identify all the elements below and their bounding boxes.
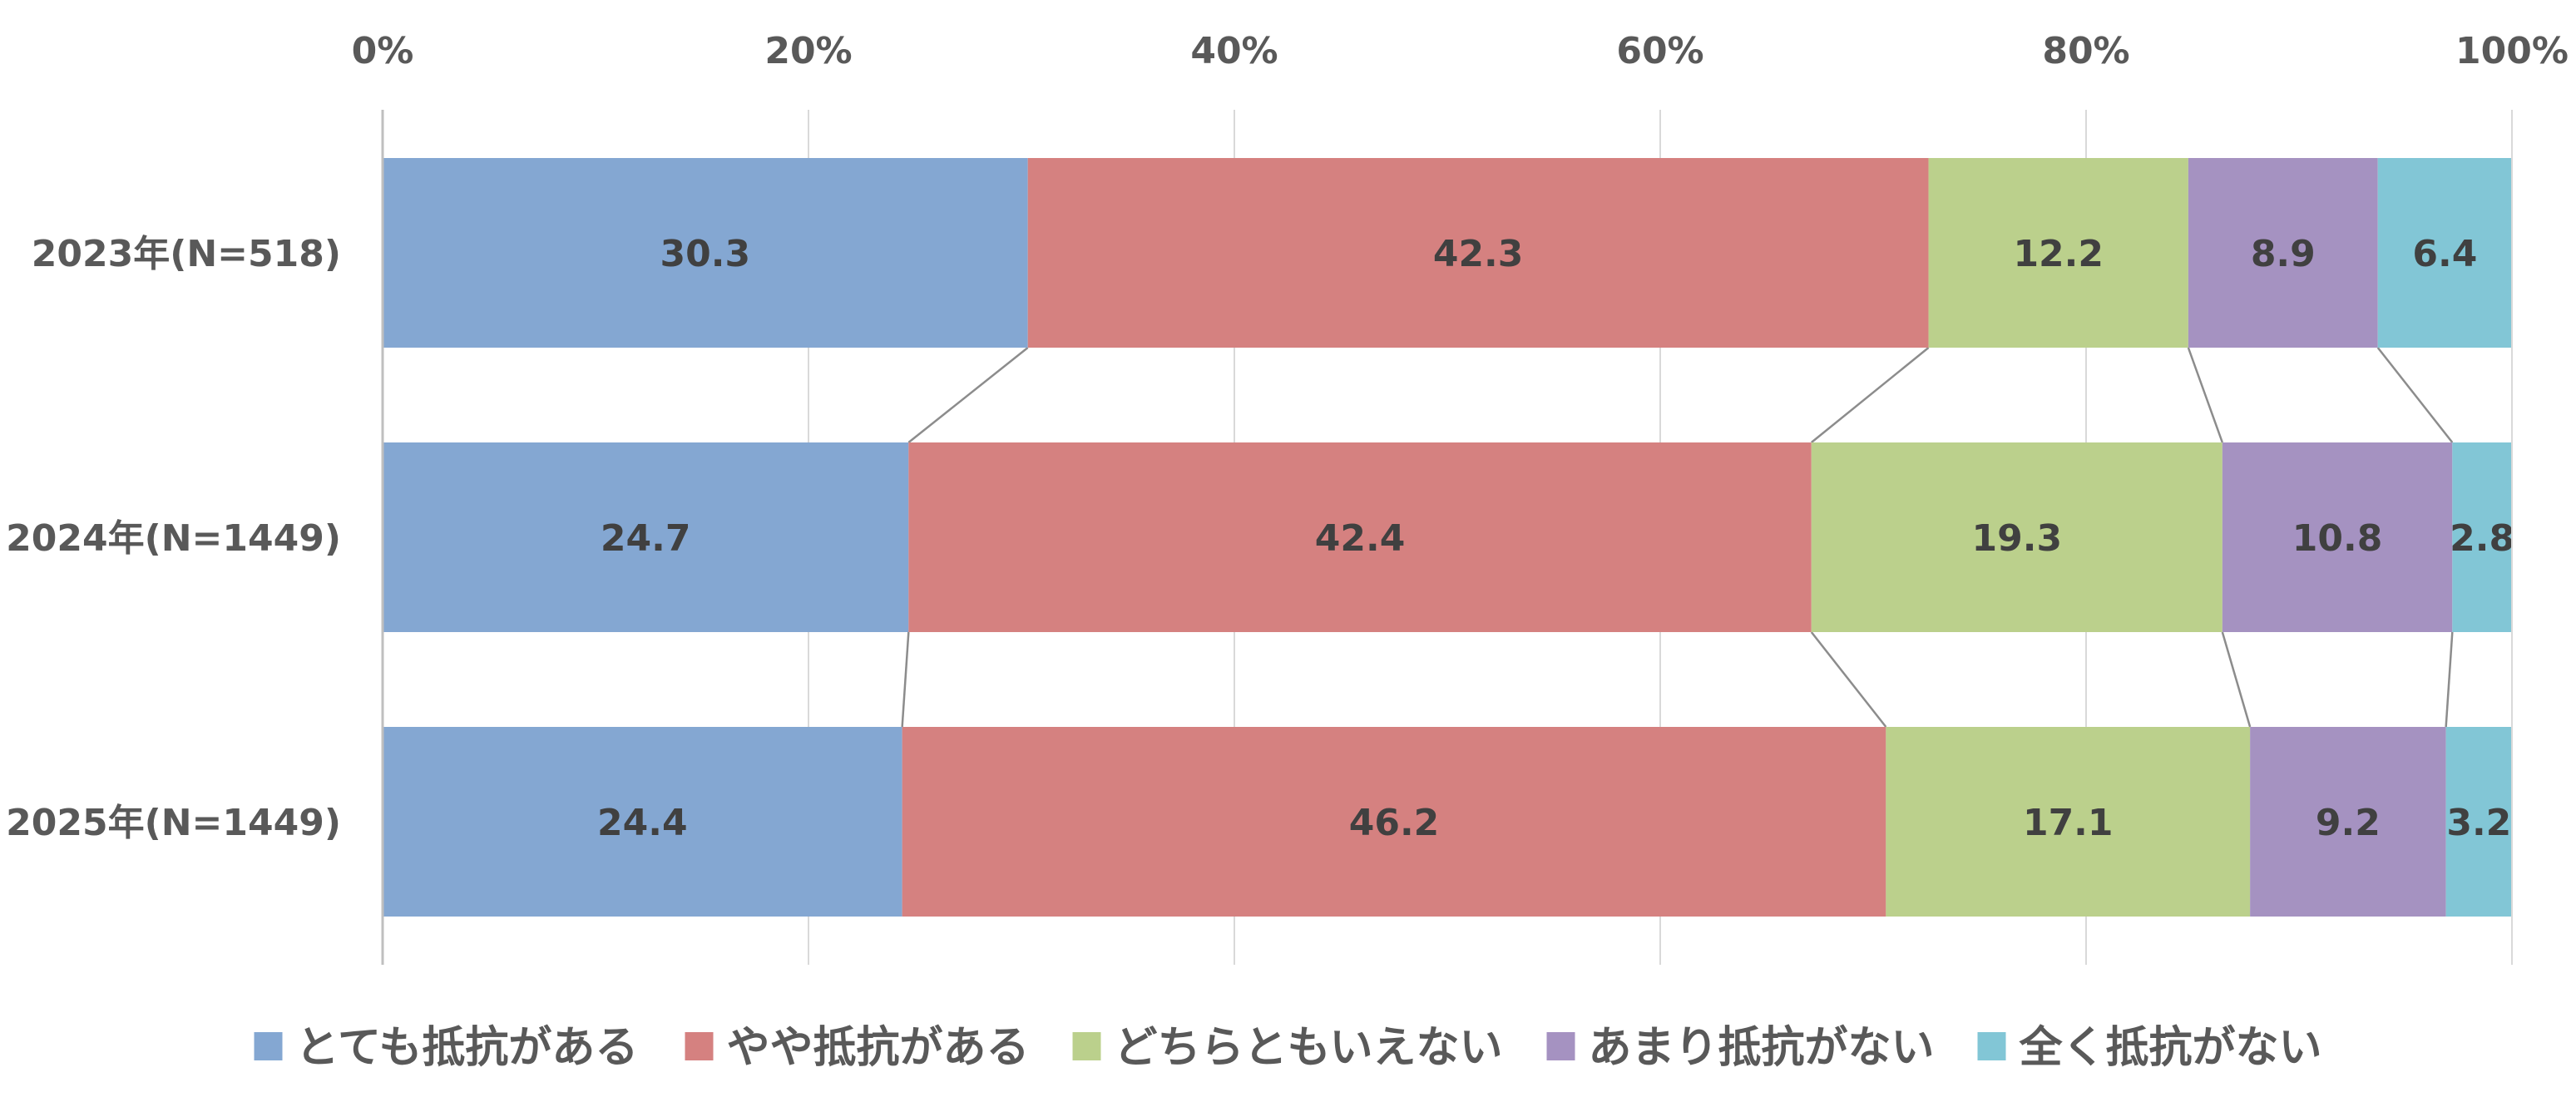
legend-swatch-2 <box>685 1032 714 1060</box>
data-label-series-5-cat-2: 2.8 <box>2450 517 2514 560</box>
data-label-series-4-cat-3: 9.2 <box>2316 802 2381 844</box>
bar-series-4-cat-2 <box>2222 442 2453 632</box>
bar-series-4-cat-3 <box>2250 727 2446 917</box>
bar-series-5-cat-3 <box>2445 727 2512 917</box>
connector-line-4-2 <box>2445 631 2454 728</box>
data-label-series-2-cat-1: 42.3 <box>1433 233 1524 275</box>
x-tick-label-0: 0% <box>352 30 414 72</box>
legend-swatch-1 <box>254 1032 283 1060</box>
connector-line-4-1 <box>2376 347 2454 443</box>
category-label-3: 2025年(N=1449) <box>6 802 341 844</box>
x-tick-label-20: 20% <box>764 30 852 72</box>
category-axis: 2023年(N=518) 2024年(N=1449) 2025年(N=1449) <box>6 233 341 844</box>
data-label-series-1-cat-2: 24.7 <box>601 517 691 560</box>
bars <box>383 158 2512 917</box>
legend-swatch-4 <box>1546 1032 1575 1060</box>
legend-swatch-5 <box>1977 1032 2006 1060</box>
bar-series-2-cat-2 <box>908 442 1812 632</box>
legend-label-1: とても抵抗がある <box>296 1023 639 1073</box>
data-label-series-2-cat-3: 46.2 <box>1349 802 1440 844</box>
bar-series-5-cat-1 <box>2377 158 2512 348</box>
bar-series-3-cat-2 <box>1811 442 2222 632</box>
category-label-1: 2023年(N=518) <box>32 233 341 275</box>
legend-label-2: やや抵抗がある <box>727 1023 1030 1073</box>
data-labels: 30.3 24.7 24.4 42.3 42.4 46.2 12.2 19.3 17.1 8.9 1… <box>597 233 2514 844</box>
bar-series-1-cat-2 <box>383 442 909 632</box>
x-tick-label-80: 80% <box>2042 30 2129 72</box>
data-label-series-4-cat-2: 10.8 <box>2292 517 2383 560</box>
data-label-series-4-cat-1: 8.9 <box>2251 233 2316 275</box>
data-label-series-5-cat-3: 3.2 <box>2446 802 2511 844</box>
connector-line-1-1 <box>907 347 1029 443</box>
legend-label-4: あまり抵抗がない <box>1589 1023 1935 1073</box>
bar-series-1-cat-3 <box>383 727 902 917</box>
legend-swatch-3 <box>1072 1032 1101 1060</box>
data-label-series-2-cat-2: 42.4 <box>1315 517 1406 560</box>
data-label-series-3-cat-2: 19.3 <box>1972 517 2063 560</box>
legend-label-3: どちらともいえない <box>1115 1023 1503 1073</box>
series-connector-lines <box>901 347 2454 728</box>
legend-label-5: 全く抵抗がない <box>2019 1023 2322 1073</box>
x-tick-label-60: 60% <box>1616 30 1703 72</box>
connector-line-2-1 <box>1810 347 1930 443</box>
x-tick-label-100: 100% <box>2455 30 2569 72</box>
data-label-series-1-cat-1: 30.3 <box>660 233 751 275</box>
connector-line-2-2 <box>1810 631 1887 728</box>
bar-series-3-cat-1 <box>1928 158 2188 348</box>
connector-line-3-1 <box>2187 347 2224 443</box>
x-axis: 0% 20% 40% 60% 80% 100% <box>352 30 2569 965</box>
connector-line-1-2 <box>901 631 910 728</box>
legend: とても抵抗がある やや抵抗がある どちらともいえない あまり抵抗がない 全く抵抗がない <box>254 1023 2322 1073</box>
bar-series-4-cat-1 <box>2188 158 2378 348</box>
data-label-series-3-cat-3: 17.1 <box>2023 802 2114 844</box>
data-label-series-3-cat-1: 12.2 <box>2013 233 2104 275</box>
x-tick-label-40: 40% <box>1190 30 1278 72</box>
data-label-series-5-cat-1: 6.4 <box>2412 233 2477 275</box>
bar-series-5-cat-2 <box>2452 442 2512 632</box>
data-label-series-1-cat-3: 24.4 <box>597 802 688 844</box>
bar-series-2-cat-3 <box>902 727 1886 917</box>
bar-series-3-cat-3 <box>1886 727 2251 917</box>
category-label-2: 2024年(N=1449) <box>6 517 341 560</box>
bar-series-1-cat-1 <box>383 158 1028 348</box>
connector-line-3-2 <box>2221 631 2252 728</box>
bar-series-2-cat-1 <box>1027 158 1929 348</box>
